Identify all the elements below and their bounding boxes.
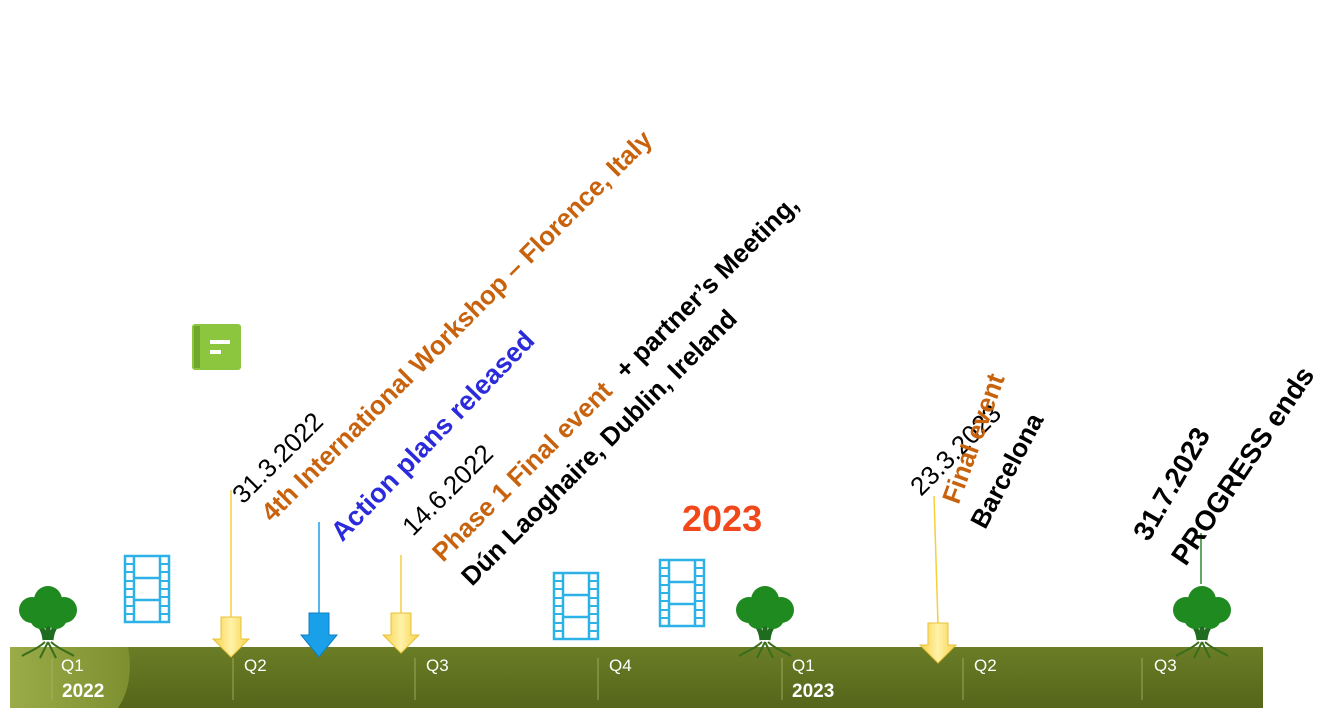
quarter-dividers <box>51 658 1143 700</box>
quarter-label: Q2 <box>244 656 267 675</box>
year-highlight: 2023 <box>682 498 763 539</box>
film-icon <box>123 554 171 624</box>
quarter-label: Q4 <box>609 656 632 675</box>
document-icon <box>192 324 241 370</box>
quarter-label: Q1 <box>61 656 84 675</box>
connector-line <box>933 495 939 625</box>
quarter-label: Q1 <box>792 656 815 675</box>
quarter-label: Q3 <box>426 656 449 675</box>
film-icon <box>552 571 600 641</box>
timeline-bar <box>10 647 1263 708</box>
down-arrow-icon <box>299 612 339 658</box>
quarter-label: Q2 <box>974 656 997 675</box>
quarter-label: Q3 <box>1154 656 1177 675</box>
film-icon <box>658 558 706 628</box>
year-label: 2022 <box>62 681 105 702</box>
timeline-start-segment <box>10 647 130 708</box>
year-label: 2023 <box>792 681 835 702</box>
